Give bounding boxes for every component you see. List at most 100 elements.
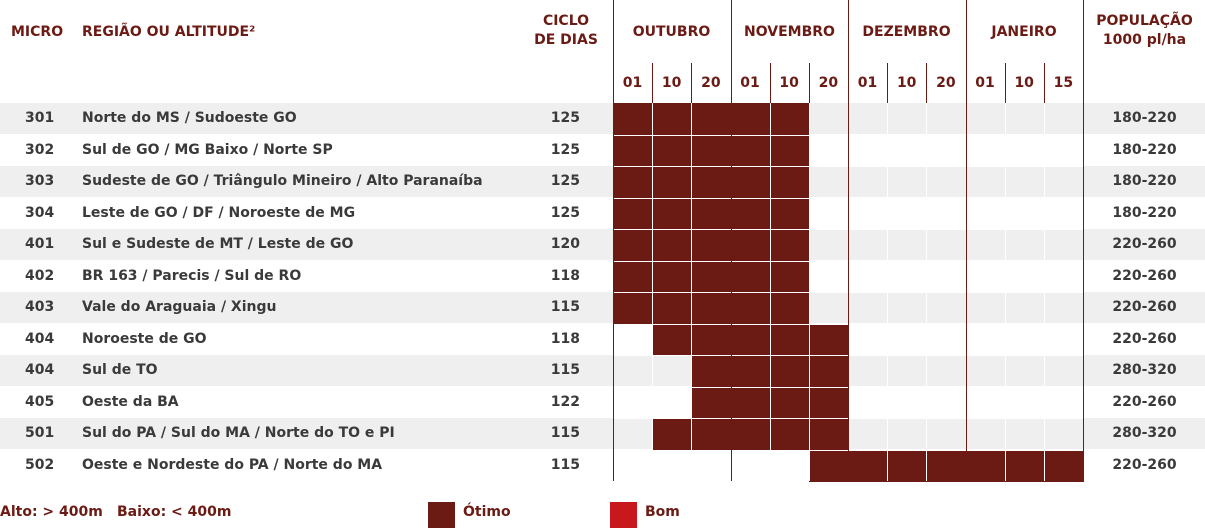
otimo-cell: [652, 134, 693, 167]
otimo-cell: [769, 166, 810, 198]
header-month-dezembro: DEZEMBRO: [862, 24, 951, 40]
table-row: 404 Sul de TO 115 280-320: [0, 355, 1205, 387]
otimo-cell: [1004, 449, 1045, 482]
day-separator: [691, 63, 693, 103]
cell-populacao: 180-220: [1112, 204, 1177, 221]
cell-micro: 302: [25, 141, 55, 158]
otimo-cell: [769, 197, 810, 230]
legend-baixo: Baixo: < 400m: [117, 504, 232, 520]
header-regiao: REGIÃO OU ALTITUDE²: [82, 24, 256, 40]
cell-ciclo: 115: [550, 362, 580, 378]
grid-hline: [613, 260, 1083, 262]
otimo-cell: [769, 386, 810, 419]
otimo-cell: [613, 292, 654, 324]
header-populacao-line1: POPULAÇÃO: [1096, 13, 1193, 29]
otimo-cell: [730, 418, 771, 450]
month-separator: [613, 0, 614, 481]
header-day: 10: [1014, 75, 1034, 91]
otimo-cell: [652, 197, 693, 230]
cell-ciclo: 125: [550, 173, 580, 189]
otimo-cell: [691, 134, 732, 167]
header-day: 10: [661, 75, 682, 91]
cell-ciclo: 125: [550, 141, 580, 158]
otimo-cell: [691, 166, 732, 198]
table-row: 501 Sul do PA / Sul do MA / Norte do TO e…: [0, 418, 1205, 450]
day-separator: [887, 63, 889, 103]
cell-micro: 502: [25, 456, 55, 473]
grid-hline: [613, 323, 1083, 325]
cell-regiao: BR 163 / Parecis / Sul de RO: [82, 267, 302, 284]
cell-regiao: Oeste da BA: [82, 393, 179, 410]
grid-hline: [613, 418, 1083, 419]
otimo-cell: [808, 355, 849, 387]
cell-ciclo: 115: [550, 456, 580, 473]
header-day: 10: [896, 75, 917, 91]
cell-regiao: Sudeste de GO / Triângulo Mineiro / Alto…: [82, 173, 483, 189]
cell-regiao: Oeste e Nordeste do PA / Norte do MA: [82, 456, 383, 473]
otimo-cell: [691, 229, 732, 261]
otimo-cell: [887, 449, 928, 482]
cell-ciclo: 118: [550, 330, 580, 347]
cell-ciclo: 118: [550, 267, 580, 284]
otimo-cell: [652, 292, 693, 324]
otimo-cell: [769, 229, 810, 261]
cell-populacao: 180-220: [1112, 173, 1177, 189]
otimo-cell: [769, 355, 810, 387]
cell-regiao: Sul e Sudeste de MT / Leste de GO: [82, 236, 354, 252]
otimo-cell: [652, 260, 693, 293]
otimo-cell: [652, 323, 693, 356]
otimo-cell: [691, 355, 732, 387]
header-month-novembro: NOVEMBRO: [744, 24, 835, 40]
cell-micro: 405: [25, 393, 55, 410]
otimo-cell: [652, 166, 693, 198]
header-ciclo-line2: DE DIAS: [534, 32, 598, 48]
cell-regiao: Vale do Araguaia / Xingu: [82, 299, 277, 315]
header-ciclo: CICLO DE DIAS: [530, 12, 602, 50]
cell-regiao: Leste de GO / DF / Noroeste de MG: [82, 204, 356, 221]
otimo-cell: [652, 418, 693, 450]
otimo-cell: [808, 449, 849, 482]
grid-hline: [613, 386, 1083, 388]
table-row: 302 Sul de GO / MG Baixo / Norte SP 125 180…: [0, 134, 1205, 167]
table-row: 304 Leste de GO / DF / Noroeste de MG 125 1…: [0, 197, 1205, 230]
month-separator: [965, 0, 967, 481]
cell-micro: 402: [25, 267, 55, 284]
otimo-cell: [691, 103, 732, 135]
otimo-cell: [652, 229, 693, 261]
otimo-cell: [613, 260, 654, 293]
cell-micro: 403: [25, 299, 55, 315]
header-day: 15: [1053, 75, 1074, 91]
day-separator: [769, 63, 771, 103]
header-day: 10: [779, 75, 799, 91]
cell-populacao: 220-260: [1112, 330, 1177, 347]
cell-ciclo: 125: [550, 204, 580, 221]
day-separator: [1043, 63, 1045, 103]
cell-micro: 501: [25, 425, 55, 441]
cell-micro: 401: [25, 236, 55, 252]
cell-populacao: 280-320: [1112, 362, 1177, 378]
header-month-janeiro: JANEIRO: [991, 24, 1057, 40]
otimo-cell: [730, 260, 771, 293]
otimo-cell: [691, 260, 732, 293]
cell-ciclo: 115: [550, 299, 580, 315]
day-separator: [1004, 63, 1006, 103]
legend-alto: Alto: > 400m: [0, 504, 103, 520]
table-row: 403 Vale do Araguaia / Xingu 115 220-260: [0, 292, 1205, 324]
header-day: 20: [936, 75, 956, 91]
cell-micro: 404: [25, 362, 55, 378]
table-row: 402 BR 163 / Parecis / Sul de RO 118 220-26…: [0, 260, 1205, 293]
table-row: 502 Oeste e Nordeste do PA / Norte do MA 1…: [0, 449, 1205, 482]
otimo-cell: [613, 134, 654, 167]
grid-hline: [613, 449, 1083, 451]
otimo-cell: [691, 418, 732, 450]
otimo-cell: [613, 197, 654, 230]
header-day: 01: [975, 75, 995, 91]
header-day: 01: [740, 75, 760, 91]
otimo-cell: [691, 386, 732, 419]
otimo-cell: [769, 103, 810, 135]
legend-bom-label: Bom: [645, 504, 680, 520]
header-day: 20: [818, 75, 839, 91]
table-row: 401 Sul e Sudeste de MT / Leste de GO 120 2…: [0, 229, 1205, 261]
otimo-cell: [613, 229, 654, 261]
header-populacao-line2: 1000 pl/ha: [1102, 32, 1187, 48]
